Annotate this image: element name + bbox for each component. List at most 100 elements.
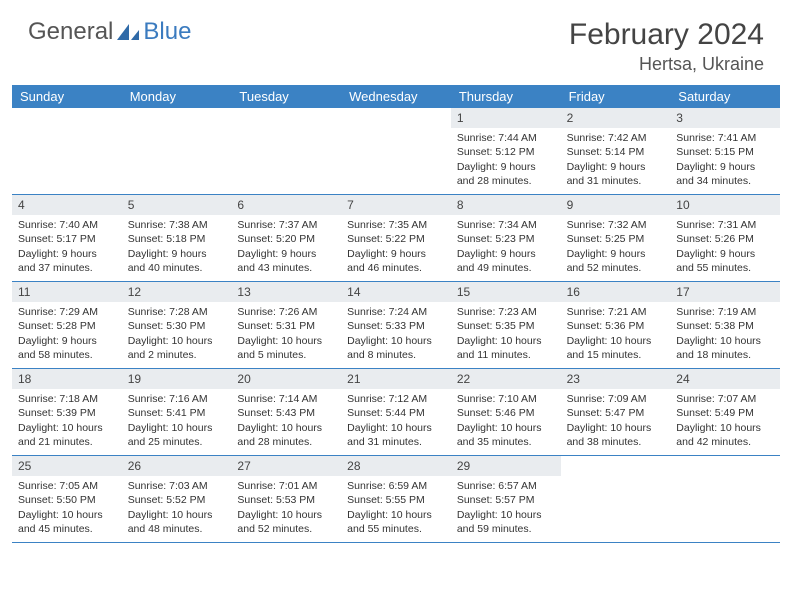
day-body: Sunrise: 7:32 AMSunset: 5:25 PMDaylight:… [561, 215, 671, 279]
day-number: 16 [561, 282, 671, 302]
sunrise-text: Sunrise: 7:19 AM [676, 305, 774, 319]
daylight-line1: Daylight: 9 hours [676, 160, 774, 174]
day-body: Sunrise: 7:24 AMSunset: 5:33 PMDaylight:… [341, 302, 451, 366]
sunrise-text: Sunrise: 7:31 AM [676, 218, 774, 232]
daylight-line1: Daylight: 10 hours [128, 334, 226, 348]
day-number [122, 108, 232, 128]
day-body: Sunrise: 7:26 AMSunset: 5:31 PMDaylight:… [231, 302, 341, 366]
daylight-line2: and 28 minutes. [457, 174, 555, 188]
day-cell: 11Sunrise: 7:29 AMSunset: 5:28 PMDayligh… [12, 282, 122, 368]
day-cell: 27Sunrise: 7:01 AMSunset: 5:53 PMDayligh… [231, 456, 341, 542]
day-number: 27 [231, 456, 341, 476]
weekday-label: Saturday [670, 85, 780, 108]
daylight-line1: Daylight: 10 hours [128, 508, 226, 522]
day-body: Sunrise: 7:29 AMSunset: 5:28 PMDaylight:… [12, 302, 122, 366]
sunset-text: Sunset: 5:33 PM [347, 319, 445, 333]
day-body: Sunrise: 7:37 AMSunset: 5:20 PMDaylight:… [231, 215, 341, 279]
sunset-text: Sunset: 5:39 PM [18, 406, 116, 420]
day-number: 24 [670, 369, 780, 389]
sunset-text: Sunset: 5:43 PM [237, 406, 335, 420]
weekday-label: Sunday [12, 85, 122, 108]
day-number: 3 [670, 108, 780, 128]
daylight-line2: and 43 minutes. [237, 261, 335, 275]
day-body: Sunrise: 7:09 AMSunset: 5:47 PMDaylight:… [561, 389, 671, 453]
daylight-line1: Daylight: 9 hours [128, 247, 226, 261]
day-cell: 8Sunrise: 7:34 AMSunset: 5:23 PMDaylight… [451, 195, 561, 281]
sunset-text: Sunset: 5:55 PM [347, 493, 445, 507]
sunset-text: Sunset: 5:12 PM [457, 145, 555, 159]
day-cell: 26Sunrise: 7:03 AMSunset: 5:52 PMDayligh… [122, 456, 232, 542]
sunset-text: Sunset: 5:31 PM [237, 319, 335, 333]
sunset-text: Sunset: 5:50 PM [18, 493, 116, 507]
day-body: Sunrise: 7:07 AMSunset: 5:49 PMDaylight:… [670, 389, 780, 453]
sunset-text: Sunset: 5:47 PM [567, 406, 665, 420]
daylight-line2: and 45 minutes. [18, 522, 116, 536]
day-cell: 25Sunrise: 7:05 AMSunset: 5:50 PMDayligh… [12, 456, 122, 542]
daylight-line1: Daylight: 9 hours [567, 247, 665, 261]
day-number: 15 [451, 282, 561, 302]
sunrise-text: Sunrise: 7:44 AM [457, 131, 555, 145]
day-number [231, 108, 341, 128]
sunrise-text: Sunrise: 7:24 AM [347, 305, 445, 319]
day-number: 9 [561, 195, 671, 215]
daylight-line1: Daylight: 10 hours [18, 508, 116, 522]
daylight-line2: and 18 minutes. [676, 348, 774, 362]
day-number: 8 [451, 195, 561, 215]
day-body: Sunrise: 7:14 AMSunset: 5:43 PMDaylight:… [231, 389, 341, 453]
sunrise-text: Sunrise: 7:18 AM [18, 392, 116, 406]
sunset-text: Sunset: 5:46 PM [457, 406, 555, 420]
day-body: Sunrise: 7:12 AMSunset: 5:44 PMDaylight:… [341, 389, 451, 453]
sunrise-text: Sunrise: 7:12 AM [347, 392, 445, 406]
day-body: Sunrise: 7:18 AMSunset: 5:39 PMDaylight:… [12, 389, 122, 453]
week-row: 1Sunrise: 7:44 AMSunset: 5:12 PMDaylight… [12, 108, 780, 195]
day-cell: 13Sunrise: 7:26 AMSunset: 5:31 PMDayligh… [231, 282, 341, 368]
daylight-line2: and 40 minutes. [128, 261, 226, 275]
weekday-label: Monday [122, 85, 232, 108]
day-cell: 16Sunrise: 7:21 AMSunset: 5:36 PMDayligh… [561, 282, 671, 368]
sunset-text: Sunset: 5:14 PM [567, 145, 665, 159]
daylight-line1: Daylight: 10 hours [457, 508, 555, 522]
daylight-line2: and 34 minutes. [676, 174, 774, 188]
daylight-line1: Daylight: 9 hours [457, 160, 555, 174]
day-body: Sunrise: 7:38 AMSunset: 5:18 PMDaylight:… [122, 215, 232, 279]
sunset-text: Sunset: 5:23 PM [457, 232, 555, 246]
sunrise-text: Sunrise: 7:38 AM [128, 218, 226, 232]
day-cell: 1Sunrise: 7:44 AMSunset: 5:12 PMDaylight… [451, 108, 561, 194]
day-cell [231, 108, 341, 194]
sunset-text: Sunset: 5:22 PM [347, 232, 445, 246]
daylight-line2: and 25 minutes. [128, 435, 226, 449]
day-cell: 9Sunrise: 7:32 AMSunset: 5:25 PMDaylight… [561, 195, 671, 281]
daylight-line1: Daylight: 9 hours [567, 160, 665, 174]
daylight-line2: and 52 minutes. [237, 522, 335, 536]
weekday-label: Tuesday [231, 85, 341, 108]
daylight-line1: Daylight: 10 hours [237, 421, 335, 435]
weekday-label: Friday [561, 85, 671, 108]
day-cell [122, 108, 232, 194]
day-cell: 7Sunrise: 7:35 AMSunset: 5:22 PMDaylight… [341, 195, 451, 281]
day-number [341, 108, 451, 128]
sunrise-text: Sunrise: 7:16 AM [128, 392, 226, 406]
sunset-text: Sunset: 5:26 PM [676, 232, 774, 246]
day-body: Sunrise: 7:40 AMSunset: 5:17 PMDaylight:… [12, 215, 122, 279]
day-cell [12, 108, 122, 194]
day-body: Sunrise: 7:19 AMSunset: 5:38 PMDaylight:… [670, 302, 780, 366]
day-cell [670, 456, 780, 542]
sunrise-text: Sunrise: 7:05 AM [18, 479, 116, 493]
sunset-text: Sunset: 5:53 PM [237, 493, 335, 507]
day-cell: 15Sunrise: 7:23 AMSunset: 5:35 PMDayligh… [451, 282, 561, 368]
daylight-line2: and 35 minutes. [457, 435, 555, 449]
header: General Blue February 2024 Hertsa, Ukrai… [0, 0, 792, 85]
sunrise-text: Sunrise: 7:26 AM [237, 305, 335, 319]
day-number: 10 [670, 195, 780, 215]
sunrise-text: Sunrise: 7:35 AM [347, 218, 445, 232]
daylight-line1: Daylight: 9 hours [18, 247, 116, 261]
day-cell: 21Sunrise: 7:12 AMSunset: 5:44 PMDayligh… [341, 369, 451, 455]
day-number: 7 [341, 195, 451, 215]
week-row: 18Sunrise: 7:18 AMSunset: 5:39 PMDayligh… [12, 369, 780, 456]
sunrise-text: Sunrise: 7:41 AM [676, 131, 774, 145]
day-cell: 20Sunrise: 7:14 AMSunset: 5:43 PMDayligh… [231, 369, 341, 455]
day-body: Sunrise: 7:35 AMSunset: 5:22 PMDaylight:… [341, 215, 451, 279]
day-cell: 22Sunrise: 7:10 AMSunset: 5:46 PMDayligh… [451, 369, 561, 455]
sunrise-text: Sunrise: 7:42 AM [567, 131, 665, 145]
title-block: February 2024 Hertsa, Ukraine [569, 18, 764, 75]
